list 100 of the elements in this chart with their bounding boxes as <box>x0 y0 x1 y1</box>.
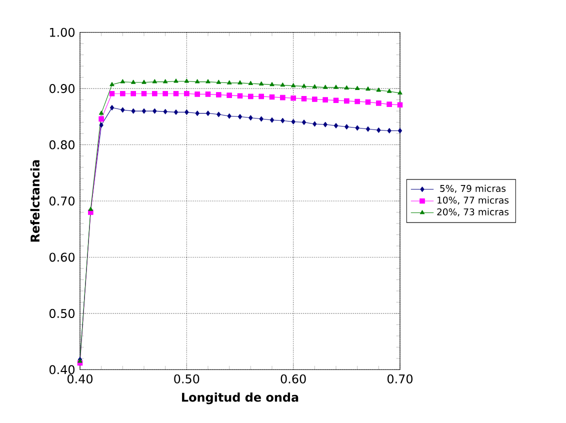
point <box>248 115 253 120</box>
point <box>259 81 264 86</box>
point <box>333 98 339 104</box>
point <box>386 102 392 107</box>
point <box>141 90 147 96</box>
point <box>205 92 211 97</box>
point <box>163 108 168 114</box>
x-tick-label: 0.70 <box>387 374 413 384</box>
point <box>248 80 254 85</box>
point <box>387 88 392 93</box>
y-tick-label: 0.70 <box>49 196 75 206</box>
point <box>195 79 200 84</box>
point <box>110 105 114 110</box>
point <box>216 80 222 84</box>
point <box>323 84 328 89</box>
point <box>376 128 381 133</box>
point <box>248 94 254 100</box>
point <box>344 124 349 130</box>
point <box>162 90 168 96</box>
legend-label: 5%, 79 micras <box>440 184 506 193</box>
point <box>130 90 136 96</box>
point <box>99 122 104 128</box>
x-tick-label: 0.60 <box>280 374 306 384</box>
point <box>120 107 125 113</box>
point <box>174 110 178 115</box>
point <box>280 118 285 124</box>
point <box>398 90 402 95</box>
point <box>227 113 232 119</box>
point <box>226 92 232 98</box>
point <box>334 84 338 89</box>
y-tick-label: 1.00 <box>50 28 75 37</box>
point <box>312 121 317 127</box>
point <box>184 90 190 96</box>
point <box>227 80 232 84</box>
point <box>259 116 264 122</box>
point <box>280 94 286 100</box>
point <box>355 86 360 90</box>
point <box>206 110 210 116</box>
point <box>322 97 328 102</box>
point <box>290 95 296 101</box>
point <box>376 100 382 106</box>
y-tick-label: 0.60 <box>49 252 75 262</box>
point <box>270 82 274 86</box>
point <box>302 120 306 125</box>
point <box>216 92 222 98</box>
point <box>302 84 306 88</box>
point <box>174 78 178 83</box>
point <box>109 90 115 96</box>
x-axis-title: Longitud de onda <box>182 392 298 404</box>
point <box>120 90 126 96</box>
point <box>238 80 242 84</box>
point <box>130 80 136 84</box>
point <box>184 110 189 115</box>
point <box>291 83 296 88</box>
point <box>110 82 114 86</box>
point <box>120 79 126 84</box>
point <box>376 88 382 92</box>
point <box>397 102 403 108</box>
point <box>195 110 200 116</box>
point <box>88 206 94 211</box>
point <box>354 98 360 104</box>
point <box>366 126 370 132</box>
point <box>131 108 136 114</box>
point <box>365 99 371 105</box>
point <box>312 84 318 88</box>
point <box>98 116 104 122</box>
point <box>152 90 158 96</box>
y-axis-title: Refelctancia <box>30 160 40 242</box>
x-tick-label: 0.50 <box>174 374 200 384</box>
point <box>152 79 158 84</box>
point <box>258 94 264 100</box>
y-tick-label: 0.50 <box>49 308 75 318</box>
point <box>194 92 200 97</box>
point <box>334 123 338 128</box>
point <box>323 122 328 128</box>
y-tick-label: 0.40 <box>49 365 75 374</box>
point <box>366 86 370 91</box>
point <box>98 110 104 115</box>
point <box>237 93 243 99</box>
point <box>206 79 210 84</box>
point <box>387 128 392 134</box>
point <box>312 96 318 102</box>
point <box>142 108 146 114</box>
legend-label: 10%, 77 micras <box>438 196 509 205</box>
point <box>270 117 274 123</box>
point <box>344 98 350 104</box>
point <box>355 125 360 131</box>
legend-label: 20%, 73 micras <box>437 208 509 216</box>
point <box>173 90 179 96</box>
point <box>301 96 307 102</box>
point <box>216 112 221 118</box>
y-tick-label: 0.90 <box>49 84 75 94</box>
point <box>291 119 296 124</box>
point <box>398 128 402 134</box>
point <box>344 85 350 90</box>
point <box>238 114 242 120</box>
point <box>280 82 286 87</box>
x-tick-label: 0.40 <box>67 374 93 384</box>
point <box>152 108 157 114</box>
y-tick-label: 0.80 <box>49 140 75 150</box>
